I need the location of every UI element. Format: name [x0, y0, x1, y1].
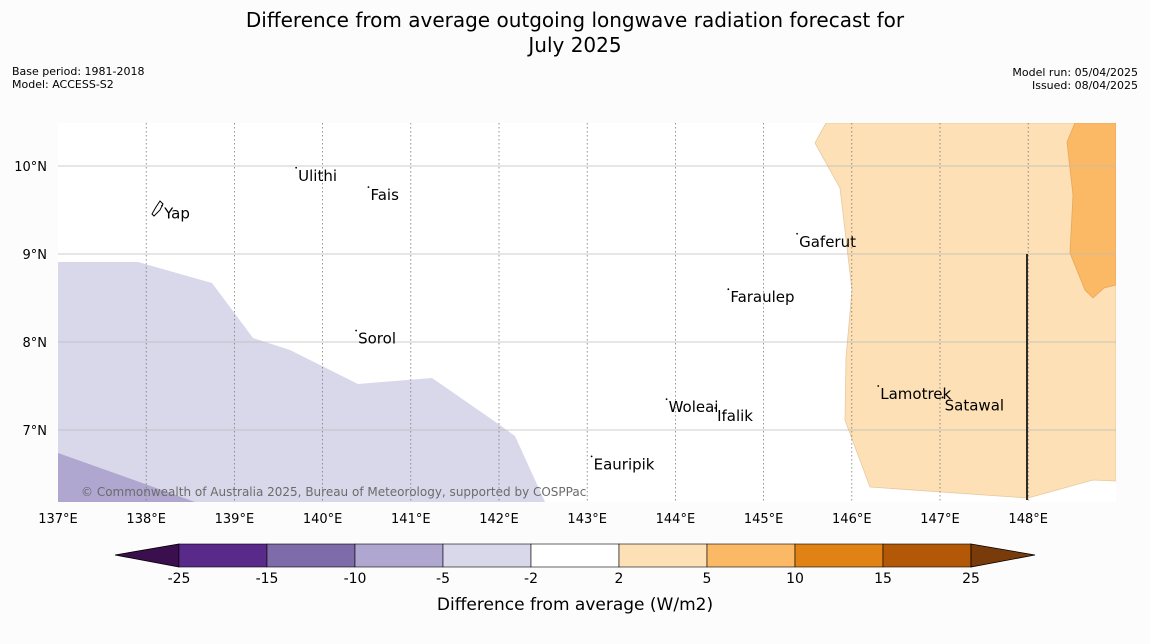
- colorbar-tick-label: -15: [256, 571, 279, 587]
- place-label: Faraulep: [730, 288, 794, 306]
- colorbar-high-extension: [970, 543, 1036, 568]
- yap-island-outline: [151, 200, 164, 217]
- title-line-1: Difference from average outgoing longwav…: [245, 8, 905, 32]
- lon-tick-label: 147°E: [920, 512, 960, 527]
- copyright-notice: © Commonwealth of Australia 2025, Bureau…: [81, 485, 586, 499]
- place-marker: [714, 407, 716, 409]
- place-labels: Yap Ulithi Fais Gaferut Faraulep Sorol WoleaiI…: [161, 166, 1004, 473]
- place-label: Satawal: [945, 396, 1004, 414]
- place-marker: [665, 398, 668, 401]
- lon-tick-label: 145°E: [744, 512, 784, 527]
- place-marker: [355, 329, 358, 332]
- lon-tick-label: 142°E: [479, 512, 519, 527]
- colorbar-swatch: [882, 543, 972, 568]
- place-label: Ulithi: [298, 167, 337, 185]
- anomaly-region-neg-5: [58, 262, 545, 502]
- colorbar-swatch: [794, 543, 884, 568]
- colorbar: -25 -15 -10 -5 -2 2 5 10 15 25: [114, 543, 1036, 587]
- colorbar-tick-label: 2: [615, 571, 624, 587]
- place-label: Woleai: [669, 398, 719, 416]
- colorbar-label: Difference from average (W/m2): [437, 595, 713, 615]
- anomaly-region-neg-10: [58, 453, 195, 502]
- meta-left: Base period: 1981-2018 Model: ACCESS-S2: [12, 65, 144, 91]
- place-marker: [941, 396, 944, 399]
- place-marker: [590, 455, 593, 458]
- colorbar-swatch: [178, 543, 268, 568]
- meta-right: Model run: 05/04/2025 Issued: 08/04/2025: [1012, 66, 1138, 92]
- colorbar-tick-label: -2: [524, 571, 538, 587]
- place-marker: [295, 166, 298, 169]
- longitude-ticks: 137°E 138°E 139°E 140°E 141°E 142°E 143°E 144°E…: [38, 512, 1048, 527]
- lat-tick-label: 10°N: [14, 160, 47, 175]
- colorbar-swatch: [530, 543, 620, 568]
- base-period: Base period: 1981-2018: [12, 65, 145, 78]
- colorbar-swatch: [266, 543, 356, 568]
- place-label: Yap: [163, 205, 190, 223]
- lon-tick-label: 140°E: [303, 512, 343, 527]
- colorbar-tick-label: -25: [168, 571, 191, 587]
- lon-tick-label: 146°E: [832, 512, 872, 527]
- colorbar-tick-label: 5: [703, 571, 712, 587]
- colorbar-low-extension: [114, 543, 180, 568]
- colorbar-tick-label: -10: [344, 571, 367, 587]
- lon-tick-label: 138°E: [126, 512, 166, 527]
- colorbar-tick-label: 25: [962, 571, 980, 587]
- place-label: Sorol: [358, 330, 396, 348]
- anomaly-region-pos-2: [814, 123, 1116, 499]
- colorbar-swatch: [354, 543, 444, 568]
- place-label: Ifalik: [717, 407, 753, 425]
- place-label: Lamotrek: [880, 385, 951, 403]
- place-marker: [367, 186, 370, 189]
- latitude-ticks: 10°N 9°N 8°N 7°N: [14, 160, 47, 439]
- colorbar-tick-label: -5: [436, 571, 450, 587]
- lat-tick-label: 8°N: [23, 336, 48, 351]
- place-label: Gaferut: [799, 233, 856, 251]
- title-line-2: July 2025: [528, 33, 622, 57]
- place-label: Fais: [370, 186, 399, 204]
- place-marker: [727, 288, 730, 291]
- gridlines: [58, 123, 1116, 502]
- lon-tick-label: 148°E: [1008, 512, 1048, 527]
- lon-tick-label: 141°E: [391, 512, 431, 527]
- lon-tick-label: 137°E: [38, 512, 78, 527]
- lon-tick-label: 139°E: [215, 512, 255, 527]
- issued-date: Issued: 08/04/2025: [1031, 79, 1138, 92]
- lon-tick-label: 144°E: [656, 512, 696, 527]
- colorbar-tick-label: 10: [786, 571, 804, 587]
- lat-tick-label: 7°N: [23, 424, 48, 439]
- lat-tick-label: 9°N: [23, 248, 48, 263]
- colorbar-swatch: [618, 543, 708, 568]
- model-run: Model run: 05/04/2025: [1012, 66, 1138, 79]
- place-marker: [877, 385, 880, 387]
- lon-tick-label: 143°E: [567, 512, 607, 527]
- place-label: Eauripik: [594, 455, 655, 473]
- model-name: Model: ACCESS-S2: [12, 78, 114, 91]
- place-marker: [796, 232, 799, 235]
- colorbar-swatch: [442, 543, 532, 568]
- colorbar-tick-label: 15: [874, 571, 892, 587]
- chart-title: Difference from average outgoing longwav…: [0, 8, 1150, 58]
- colorbar-swatch: [706, 543, 796, 568]
